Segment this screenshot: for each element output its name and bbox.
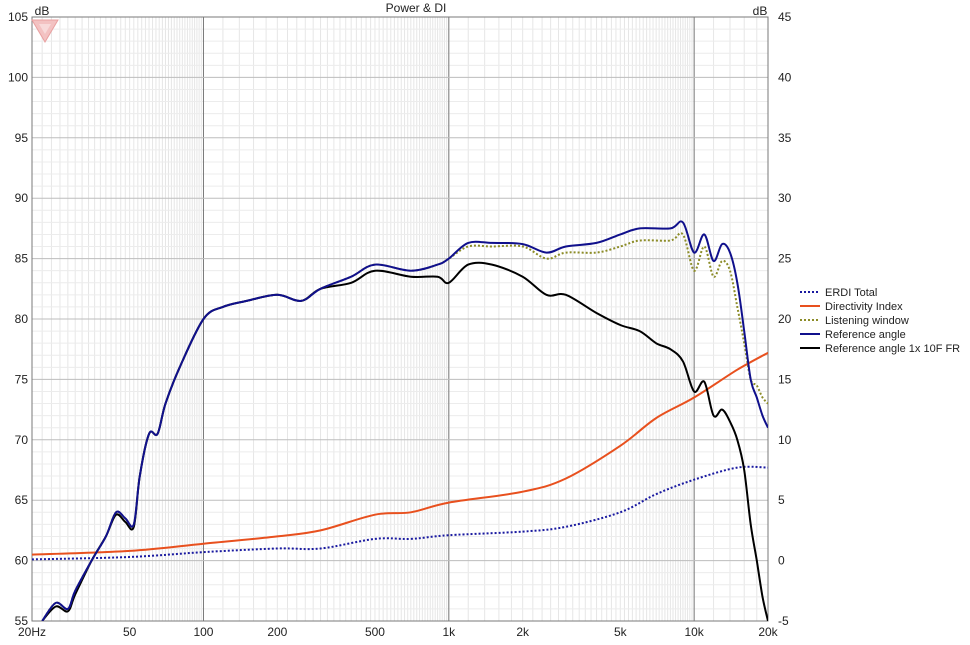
y-left-tick-label: 80 bbox=[15, 312, 29, 326]
y-axis-right-ticks: -5 0 5 10 15 20 25 30 35 40 45 bbox=[778, 10, 792, 628]
y-left-tick-label: 75 bbox=[15, 372, 29, 386]
x-tick-label: 1k bbox=[442, 625, 456, 639]
y-left-tick-label: 65 bbox=[15, 493, 29, 507]
x-tick-label: 20Hz bbox=[18, 625, 46, 639]
y-left-tick-label: 55 bbox=[15, 614, 29, 628]
y-right-tick-label: 10 bbox=[778, 433, 792, 447]
y-axis-left-label: dB bbox=[35, 4, 50, 18]
x-tick-label: 200 bbox=[267, 625, 287, 639]
series-line-reference-angle-1x-10f-fr bbox=[41, 261, 768, 621]
x-tick-label: 100 bbox=[193, 625, 213, 639]
series-line-erdi-total bbox=[32, 465, 768, 561]
series-line-directivity-index bbox=[32, 351, 768, 556]
series-layer bbox=[32, 220, 768, 621]
plot-frame bbox=[31, 16, 769, 622]
legend-label-directivity-index: Directivity Index bbox=[825, 301, 903, 313]
y-right-tick-label: 40 bbox=[778, 70, 792, 84]
y-right-tick-label: 5 bbox=[778, 493, 785, 507]
legend-label-reference-angle-1x-10f-fr: Reference angle 1x 10F FR bbox=[825, 343, 960, 355]
y-axis-left-ticks: 55 60 65 70 75 80 85 90 95 100 105 bbox=[8, 10, 28, 628]
y-right-tick-label: 15 bbox=[778, 372, 792, 386]
y-axis-right-label: dB bbox=[753, 4, 768, 18]
x-tick-label: 10k bbox=[684, 625, 704, 639]
y-left-tick-label: 90 bbox=[15, 191, 29, 205]
y-right-tick-label: 30 bbox=[778, 191, 792, 205]
x-tick-label: 20k bbox=[758, 625, 778, 639]
y-right-tick-label: 0 bbox=[778, 554, 785, 568]
y-left-tick-label: 100 bbox=[8, 70, 28, 84]
x-tick-label: 2k bbox=[516, 625, 530, 639]
y-right-tick-label: 20 bbox=[778, 312, 792, 326]
legend-label-reference-angle: Reference angle bbox=[825, 329, 906, 341]
y-right-tick-label: -5 bbox=[778, 614, 789, 628]
y-left-tick-label: 105 bbox=[8, 10, 28, 24]
y-left-tick-label: 95 bbox=[15, 131, 29, 145]
y-right-tick-label: 25 bbox=[778, 252, 792, 266]
y-left-tick-label: 85 bbox=[15, 252, 29, 266]
y-left-tick-label: 60 bbox=[15, 554, 29, 568]
y-right-tick-label: 35 bbox=[778, 131, 792, 145]
y-left-tick-label: 70 bbox=[15, 433, 29, 447]
x-tick-label: 5k bbox=[614, 625, 628, 639]
logo-icon bbox=[31, 19, 59, 43]
legend-label-erdi-total: ERDI Total bbox=[825, 287, 877, 299]
chart-title: Power & DI bbox=[386, 1, 447, 15]
series-line-reference-angle bbox=[41, 220, 768, 621]
legend: ERDI Total Directivity Index Listening win… bbox=[800, 287, 960, 355]
x-axis-ticks: 20Hz 50 100 200 500 1k 2k 5k 10k 20k bbox=[18, 625, 779, 639]
legend-label-listening-window: Listening window bbox=[825, 315, 909, 327]
y-right-tick-label: 45 bbox=[778, 10, 792, 24]
x-tick-label: 50 bbox=[123, 625, 137, 639]
x-tick-label: 500 bbox=[365, 625, 385, 639]
